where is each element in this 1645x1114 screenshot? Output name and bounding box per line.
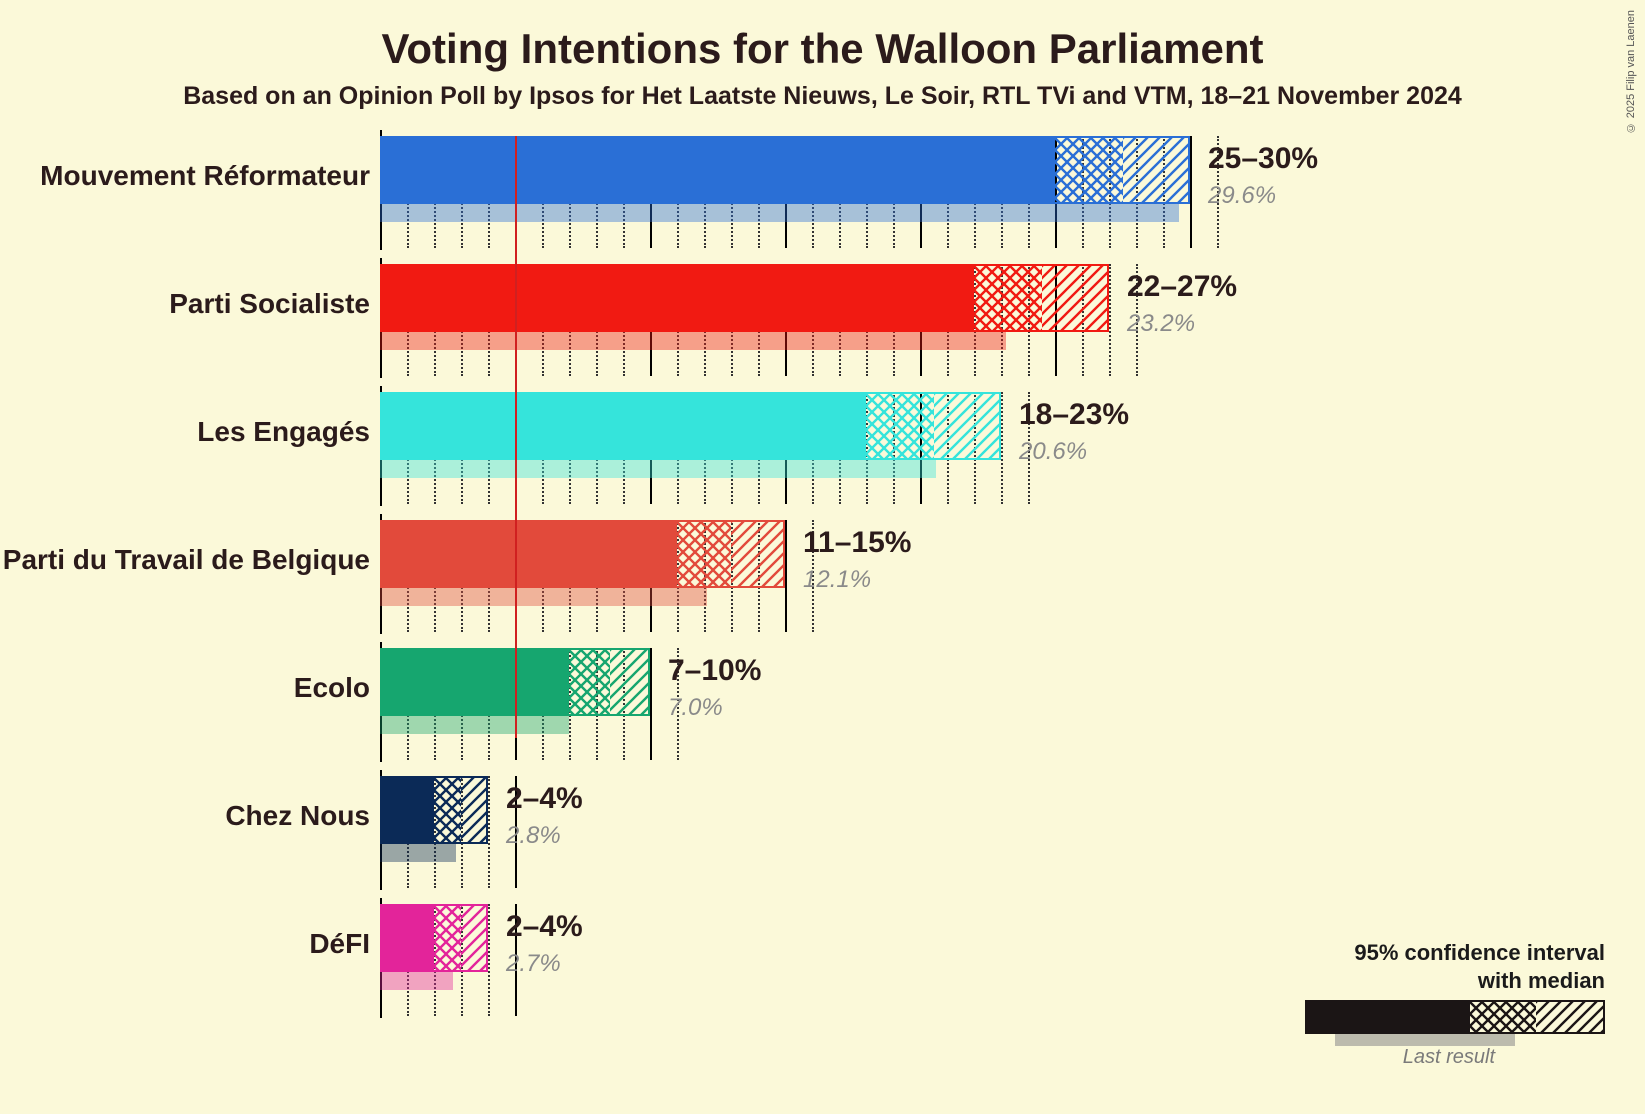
confidence-bar bbox=[380, 904, 488, 972]
legend-bar-wrap: Last result bbox=[1225, 1000, 1605, 1054]
last-result-bar bbox=[380, 460, 936, 478]
party-row: Les Engagés 18–23% 20.6% bbox=[0, 386, 1645, 506]
range-label: 2–4% bbox=[506, 910, 583, 944]
last-result-label: 23.2% bbox=[1127, 310, 1195, 338]
range-label: 18–23% bbox=[1019, 398, 1129, 432]
last-result-bar bbox=[380, 972, 453, 990]
party-label: Parti Socialiste bbox=[169, 288, 370, 320]
last-result-bar bbox=[380, 844, 456, 862]
party-label: Ecolo bbox=[294, 672, 370, 704]
chart-title: Voting Intentions for the Walloon Parlia… bbox=[0, 25, 1645, 73]
party-label: Mouvement Réformateur bbox=[40, 160, 370, 192]
legend-line1: 95% confidence interval bbox=[1354, 940, 1605, 965]
last-result-label: 12.1% bbox=[803, 566, 871, 594]
legend-line2: with median bbox=[1478, 968, 1605, 993]
party-row: Parti Socialiste 22–27% 23.2% bbox=[0, 258, 1645, 378]
party-label: Parti du Travail de Belgique bbox=[3, 544, 370, 576]
legend-title: 95% confidence interval with median bbox=[1225, 939, 1605, 994]
last-result-label: 7.0% bbox=[668, 694, 723, 722]
last-result-bar bbox=[380, 332, 1006, 350]
confidence-bar bbox=[380, 392, 1001, 460]
last-result-bar bbox=[380, 716, 569, 734]
party-row: Ecolo 7–10% 7.0% bbox=[0, 642, 1645, 762]
range-label: 2–4% bbox=[506, 782, 583, 816]
last-result-bar bbox=[380, 588, 707, 606]
confidence-bar bbox=[380, 520, 785, 588]
last-result-bar bbox=[380, 204, 1179, 222]
legend-last-label: Last result bbox=[1403, 1046, 1495, 1069]
party-label: Les Engagés bbox=[197, 416, 370, 448]
confidence-bar bbox=[380, 136, 1190, 204]
range-label: 11–15% bbox=[803, 526, 911, 560]
threshold-line bbox=[515, 136, 517, 738]
range-label: 7–10% bbox=[668, 654, 761, 688]
last-result-label: 2.8% bbox=[506, 822, 561, 850]
last-result-label: 20.6% bbox=[1019, 438, 1087, 466]
legend-bar bbox=[1305, 1000, 1605, 1034]
party-label: Chez Nous bbox=[225, 800, 370, 832]
last-result-label: 2.7% bbox=[506, 950, 561, 978]
copyright-text: © 2025 Filip van Laenen bbox=[1625, 10, 1637, 133]
legend-last-bar bbox=[1335, 1034, 1515, 1046]
party-row: Parti du Travail de Belgique 11–15% 12.1% bbox=[0, 514, 1645, 634]
party-row: Mouvement Réformateur 25–30% 29.6% bbox=[0, 130, 1645, 250]
page: Voting Intentions for the Walloon Parlia… bbox=[0, 0, 1645, 1114]
confidence-bar bbox=[380, 264, 1109, 332]
party-label: DéFI bbox=[309, 928, 370, 960]
party-row: Chez Nous 2–4% 2.8% bbox=[0, 770, 1645, 890]
chart-subtitle: Based on an Opinion Poll by Ipsos for He… bbox=[0, 82, 1645, 111]
confidence-bar bbox=[380, 776, 488, 844]
last-result-label: 29.6% bbox=[1208, 182, 1276, 210]
range-label: 25–30% bbox=[1208, 142, 1318, 176]
range-label: 22–27% bbox=[1127, 270, 1237, 304]
legend: 95% confidence interval with median Last… bbox=[1225, 939, 1605, 1054]
